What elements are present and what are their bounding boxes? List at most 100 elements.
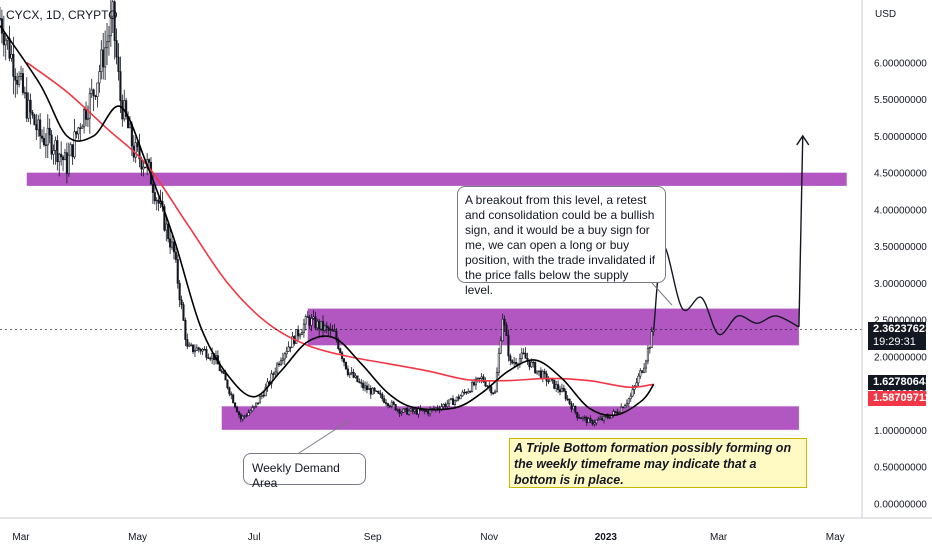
candle-body-up: [81, 126, 84, 129]
candle-290: [553, 379, 556, 390]
candle-body-down: [375, 390, 378, 392]
candle-72: [136, 140, 139, 152]
candle-body-down: [306, 316, 309, 318]
candle-26: [48, 118, 51, 144]
candle-7: [12, 36, 15, 95]
candle-body-up: [446, 403, 449, 407]
candle-body-down: [48, 127, 51, 136]
candle-body-up: [409, 408, 412, 412]
candle-body-down: [237, 411, 240, 415]
candle-body-up: [599, 417, 602, 420]
candle-body-down: [358, 381, 361, 383]
candle-172: [327, 325, 330, 337]
candle-169: [321, 315, 325, 338]
candle-35: [65, 142, 68, 184]
candle-200: [381, 392, 384, 402]
candle-body-down: [75, 131, 78, 135]
candle-78: [148, 158, 151, 168]
candle-body-up: [195, 347, 198, 351]
demand-area-label: Weekly Demand Area: [243, 453, 366, 490]
candle-198: [377, 390, 380, 394]
candle-body-up: [295, 329, 298, 344]
candle-body-up: [100, 49, 103, 72]
candle-body-up: [37, 119, 40, 131]
candle-body-down: [585, 417, 588, 424]
candle-294: [560, 383, 563, 393]
candle-body-down: [224, 373, 227, 381]
candle-body-down: [318, 320, 321, 330]
candle-180: [342, 358, 346, 367]
candle-268: [511, 359, 514, 365]
candle-187: [356, 375, 359, 383]
candle-48: [90, 78, 93, 99]
candle-51: [96, 82, 99, 108]
candle-22: [40, 129, 44, 143]
candle-142: [270, 370, 273, 389]
candle-body-down: [222, 371, 225, 374]
ma-red-line: [26, 61, 654, 389]
candle-277: [528, 360, 531, 371]
candle-body-up: [258, 396, 261, 404]
candle-308: [587, 416, 590, 424]
candle-body-up: [320, 321, 323, 330]
candle-body-down: [119, 71, 122, 102]
candle-body-down: [186, 339, 189, 347]
candle-40: [75, 130, 78, 139]
candle-292: [557, 380, 560, 394]
candle-316: [602, 415, 606, 424]
candle-body-up: [644, 360, 648, 369]
candle-body-down: [457, 396, 460, 400]
candle-116: [220, 368, 223, 374]
candle-101: [191, 344, 195, 355]
candle-337: [643, 362, 646, 374]
candle-163: [310, 313, 313, 332]
candle-122: [232, 393, 235, 404]
candle-297: [566, 395, 569, 402]
candle-body-up: [77, 127, 80, 135]
candle-body-up: [471, 382, 474, 392]
candle-59: [111, 0, 114, 34]
candle-186: [354, 373, 357, 379]
candle-body-down: [207, 357, 210, 359]
candle-315: [601, 415, 604, 421]
candle-98: [186, 333, 189, 350]
candle-body-down: [65, 152, 68, 174]
candle-145: [276, 361, 279, 376]
candle-body-down: [40, 135, 44, 139]
candle-201: [383, 395, 386, 404]
candle-182: [346, 365, 349, 377]
candle-body-up: [643, 367, 646, 373]
candle-body-down: [35, 124, 38, 131]
candle-296: [564, 388, 567, 402]
candle-body-down: [209, 358, 212, 360]
candle-body-up: [23, 92, 26, 94]
candle-42: [79, 123, 82, 142]
candle-309: [589, 415, 592, 424]
candle-body-up: [597, 419, 600, 421]
candle-body-up: [581, 416, 584, 419]
candle-body-down: [256, 402, 260, 404]
candle-34: [63, 148, 67, 161]
candle-body-down: [451, 398, 455, 405]
candle-body-down: [29, 99, 32, 113]
candle-body-down: [117, 56, 120, 72]
candle-212: [404, 408, 407, 413]
candle-body-up: [128, 123, 132, 129]
candle-body-down: [427, 410, 430, 415]
candle-body-up: [285, 350, 288, 355]
candle-body-down: [199, 349, 202, 352]
candle-body-down: [528, 360, 531, 368]
candle-202: [385, 399, 388, 407]
candle-71: [134, 133, 137, 164]
candle-body-down: [574, 405, 577, 413]
candle-266: [507, 329, 510, 362]
candle-body-down: [365, 385, 369, 391]
price-tick-label: 2.50000000: [874, 316, 927, 327]
candle-body-up: [54, 140, 57, 151]
candle-39: [73, 118, 76, 160]
candle-13: [23, 86, 26, 99]
candle-224: [427, 409, 430, 417]
candle-207: [394, 403, 397, 411]
candle-body-down: [125, 100, 128, 117]
